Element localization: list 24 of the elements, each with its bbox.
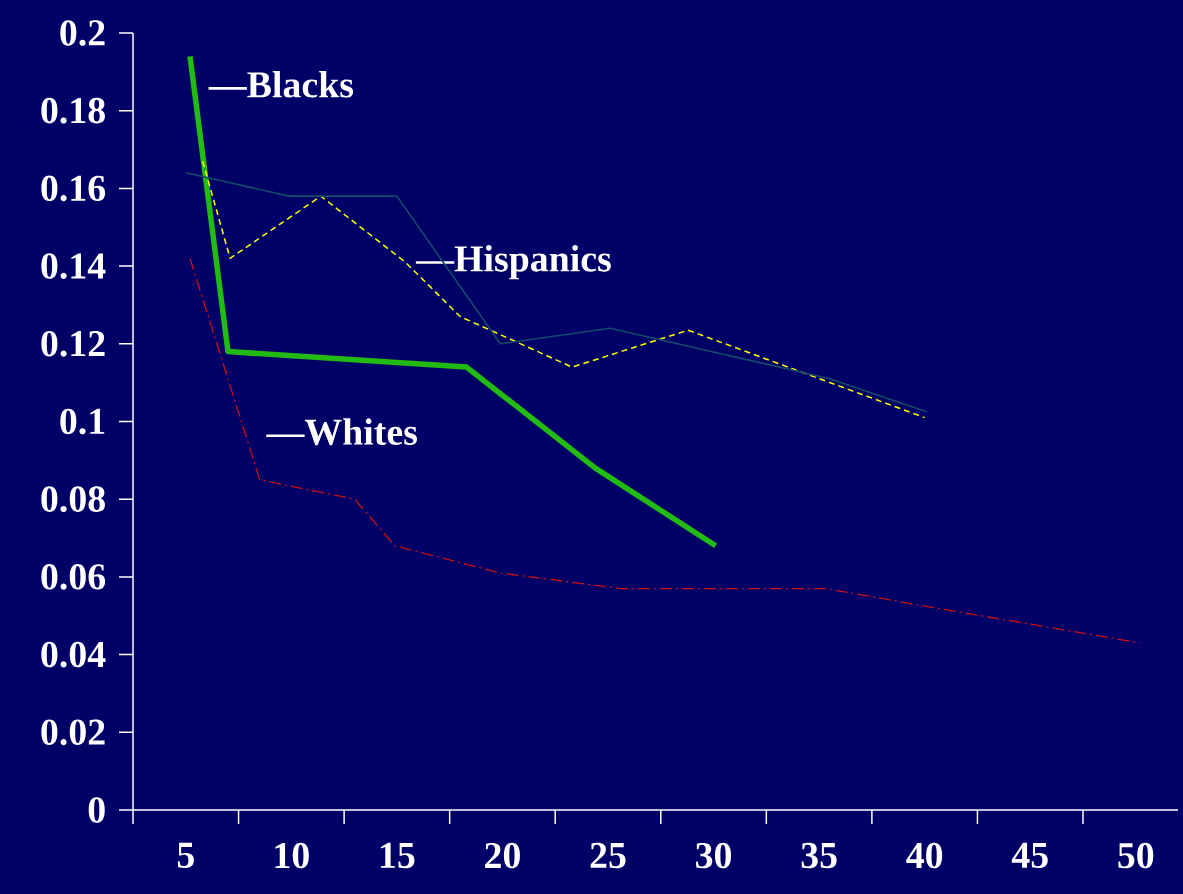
x-tick-label: 20 bbox=[485, 842, 520, 869]
y-tick-label: 0.08 bbox=[41, 486, 105, 513]
x-tick-label: 15 bbox=[381, 842, 415, 869]
x-tick-label: 25 bbox=[590, 842, 626, 869]
x-tick-label: 40 bbox=[906, 842, 943, 869]
y-tick-label: 0.12 bbox=[41, 330, 105, 357]
y-tick-label: 0.02 bbox=[41, 719, 105, 746]
x-tick-label: 5 bbox=[177, 842, 194, 868]
y-tick-label: 0.1 bbox=[60, 408, 105, 435]
x-tick-label: 50 bbox=[1118, 842, 1154, 869]
series-label: —Whites bbox=[266, 418, 418, 446]
series-label: —Blacks bbox=[208, 70, 354, 98]
y-tick-label: 0.16 bbox=[41, 175, 106, 202]
x-tick-label: 10 bbox=[275, 842, 309, 869]
y-tick-label: 0.06 bbox=[41, 564, 106, 590]
y-tick-label: 0.04 bbox=[41, 641, 106, 668]
y-tick-label: 0.18 bbox=[41, 97, 105, 124]
x-tick-label: 45 bbox=[1011, 842, 1048, 869]
series-label: —Hispanics bbox=[415, 245, 611, 280]
y-tick-label: 0.2 bbox=[60, 20, 105, 46]
x-tick-label: 30 bbox=[696, 842, 732, 869]
y-tick-label: 0.14 bbox=[41, 253, 106, 279]
y-tick-label: 0 bbox=[88, 797, 105, 823]
x-tick-label: 35 bbox=[801, 842, 837, 869]
